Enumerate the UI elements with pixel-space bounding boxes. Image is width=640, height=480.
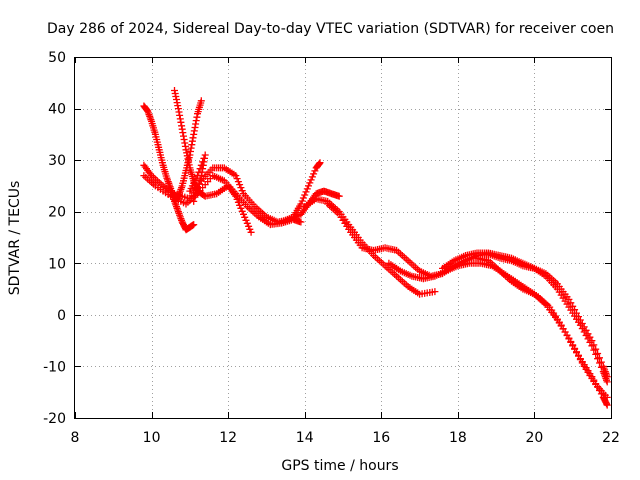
data-point [603,373,611,381]
data-point [179,129,187,137]
chart-title: Day 286 of 2024, Sidereal Day-to-day VTE… [47,21,614,37]
data-point [193,113,201,121]
data-point [190,130,198,138]
data-point [196,176,204,184]
data-point [242,216,250,224]
plot-frame [74,57,612,419]
x-tick-label: 10 [143,430,161,446]
series-track-11 [439,249,611,381]
data-point [302,188,310,196]
data-point [311,167,319,175]
data-point [246,225,254,233]
data-point [236,181,244,189]
data-point [238,207,246,215]
data-point [305,182,312,190]
data-point [240,210,247,218]
data-point [297,200,305,208]
data-point [174,102,182,110]
series-track-10 [385,259,611,401]
x-tick-label: 16 [372,430,390,446]
y-tick-label: 50 [48,50,66,66]
data-point [176,111,184,119]
data-point [195,180,203,188]
data-point [232,172,240,180]
data-point [172,93,180,100]
data-point [237,204,245,212]
y-tick-label: -20 [43,411,66,427]
data-point [245,222,253,230]
data-point [196,165,204,173]
data-point [191,193,199,201]
series-track-9 [324,200,611,386]
data-series [140,87,611,409]
data-point [171,87,178,94]
data-point [592,345,600,353]
data-point [335,192,343,200]
data-point [596,354,603,362]
data-point [192,189,200,197]
data-point [234,178,242,186]
data-point [603,401,611,409]
data-point [298,197,306,205]
data-point [588,337,596,345]
data-point [237,184,245,192]
data-point [597,358,605,366]
data-point [180,136,188,143]
data-point [594,350,602,357]
y-axis-label: SDTVAR / TECUs [7,181,23,296]
x-tick-label: 22 [602,430,620,446]
data-point [191,124,199,131]
data-point [233,175,241,183]
series-track-6 [186,151,209,205]
x-tick-label: 8 [71,430,80,446]
data-point [182,146,190,154]
data-point [301,191,309,199]
data-point [297,218,305,226]
x-tick-label: 14 [296,430,314,446]
data-point [194,185,201,192]
x-tick-label: 12 [219,430,237,446]
data-point [200,154,208,162]
y-tick-label: 20 [48,205,66,221]
data-point [243,219,251,227]
x-tick-label: 18 [449,430,467,446]
data-point [186,187,194,195]
data-point [307,176,315,184]
data-point [306,179,314,187]
data-point [188,141,196,149]
data-point [195,168,203,176]
gridlines [75,57,611,418]
y-tick-label: 40 [48,102,66,118]
data-point [177,118,185,126]
y-tick-label: -10 [43,359,66,375]
y-tick-label: 30 [48,153,66,169]
data-point [241,213,249,221]
x-tick-label: 20 [526,430,544,446]
data-point [303,185,311,193]
series-track-12 [473,254,611,409]
data-point [316,159,324,167]
data-point [603,400,610,408]
y-tick-label: 0 [57,308,66,324]
x-axis-label: GPS time / hours [281,458,398,474]
y-tick-labels: -20 -10 0 10 20 30 40 50 [43,50,66,427]
data-point [590,341,598,349]
data-point [190,221,198,229]
data-point [299,194,307,202]
data-point [236,201,244,209]
data-point [197,161,205,169]
data-point [310,170,318,178]
x-tick-labels: 8 10 12 14 16 18 20 22 [71,430,620,446]
data-point [201,151,209,159]
y-tick-label: 10 [48,256,66,272]
data-point [431,288,439,296]
data-point [308,173,316,181]
data-point [247,228,255,236]
series-track-7 [278,159,324,226]
data-point [190,197,198,205]
data-point [199,158,207,166]
axis-ticks [75,57,612,419]
data-point [238,187,246,195]
